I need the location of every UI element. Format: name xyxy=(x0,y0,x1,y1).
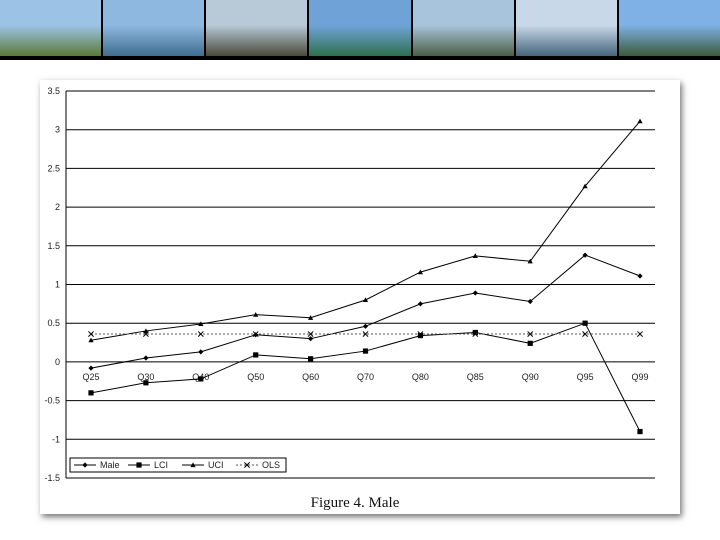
y-tick-label: 0.5 xyxy=(47,318,60,328)
x-tick-label: Q70 xyxy=(357,372,374,382)
data-point xyxy=(637,118,643,124)
data-point xyxy=(582,183,588,189)
data-point xyxy=(88,337,94,343)
y-tick-labels: 3.5 3 2.5 2 1.5 1 0.5 0 -0.5 -1 -1.5 xyxy=(44,86,60,483)
photo-banner xyxy=(0,0,720,60)
series-male xyxy=(88,252,643,371)
legend-entry-ols: OLS xyxy=(236,460,280,470)
data-point xyxy=(198,349,204,355)
x-tick-label: Q80 xyxy=(412,372,429,382)
y-tick-label: -1 xyxy=(52,434,60,444)
x-tick-label: Q90 xyxy=(522,372,539,382)
data-point xyxy=(527,340,533,346)
x-tick-label: Q60 xyxy=(302,372,319,382)
data-point xyxy=(582,320,588,326)
data-point xyxy=(362,331,369,337)
x-tick-label: Q95 xyxy=(577,372,594,382)
series-lci xyxy=(88,320,643,435)
mountain-lake-view-photo xyxy=(412,0,514,56)
series-ols xyxy=(88,331,643,337)
data-point xyxy=(143,328,149,334)
lake-bay-photo xyxy=(103,0,205,56)
data-point xyxy=(472,253,478,258)
data-point xyxy=(472,329,478,336)
legend-box xyxy=(69,457,287,473)
x-tick-label: Q30 xyxy=(137,372,154,382)
data-point xyxy=(253,312,259,317)
x-tick-labels: Q25Q30Q40Q50Q60Q70Q80Q85Q90Q95Q99 xyxy=(82,372,648,382)
data-point xyxy=(198,376,204,382)
data-point xyxy=(88,390,94,396)
lakeside-promenade-photo xyxy=(206,0,308,56)
data-point xyxy=(190,462,196,468)
data-point xyxy=(362,348,369,354)
data-point xyxy=(527,258,533,264)
data-point xyxy=(244,462,250,468)
data-point xyxy=(308,315,314,320)
data-point xyxy=(253,332,259,338)
y-tick-label: 2 xyxy=(55,202,60,212)
legend-entry-lci: LCI xyxy=(128,460,168,470)
series-lines xyxy=(88,118,643,435)
data-point xyxy=(198,321,204,327)
gridlines xyxy=(65,90,655,479)
data-point xyxy=(637,428,643,435)
data-point xyxy=(362,297,369,303)
data-point xyxy=(308,336,314,342)
legend-entry-male: Male xyxy=(74,460,120,470)
x-tick-label: Q99 xyxy=(631,372,648,382)
data-point xyxy=(362,323,369,329)
y-tick-label: 1.5 xyxy=(47,241,60,251)
data-point xyxy=(253,352,259,358)
y-tick-label: -0.5 xyxy=(44,396,60,406)
palm-promenade-photo xyxy=(618,0,720,56)
legend: Male LCI UCI OLS xyxy=(69,457,287,473)
legend-label: Male xyxy=(100,460,120,470)
x-tick-label: Q25 xyxy=(82,372,99,382)
data-point xyxy=(308,356,314,362)
series-line xyxy=(90,120,641,341)
y-tick-label: 3.5 xyxy=(47,86,60,96)
x-tick-label: Q50 xyxy=(247,372,264,382)
data-point xyxy=(582,252,588,258)
legend-label: UCI xyxy=(208,460,224,470)
data-point xyxy=(82,462,88,468)
data-point xyxy=(472,290,478,296)
data-point xyxy=(88,331,94,337)
data-point xyxy=(417,301,423,307)
data-point xyxy=(417,332,423,339)
data-point xyxy=(417,331,424,337)
data-point xyxy=(143,380,149,386)
data-point xyxy=(252,331,259,337)
chart-figure: Q25Q30Q40Q50Q60Q70Q80Q85Q90Q95Q99 3.532.… xyxy=(40,80,680,514)
hilltop-town-photo xyxy=(0,0,102,56)
data-point xyxy=(472,331,479,337)
y-tick-label: 0 xyxy=(55,357,60,367)
series-uci xyxy=(88,118,643,343)
data-point xyxy=(197,331,204,337)
figure-caption: Figure 4. Male xyxy=(311,495,400,511)
y-tick-label: 2.5 xyxy=(47,163,60,173)
legend-entry-uci: UCI xyxy=(182,460,224,470)
data-point xyxy=(527,298,533,305)
data-point xyxy=(136,462,142,468)
data-point xyxy=(527,331,534,337)
line-chart: Q25Q30Q40Q50Q60Q70Q80Q85Q90Q95Q99 3.532.… xyxy=(44,86,655,511)
y-tick-label: -1.5 xyxy=(44,473,60,483)
data-point xyxy=(88,365,94,371)
y-tick-label: 3 xyxy=(55,125,60,135)
data-point xyxy=(143,355,149,361)
data-point xyxy=(637,273,643,279)
data-point xyxy=(637,331,643,337)
data-point xyxy=(307,331,314,337)
data-point xyxy=(142,331,149,337)
y-tick-label: 1 xyxy=(55,280,60,290)
cloudy-lake-photo xyxy=(515,0,617,56)
lake-mountain-photo xyxy=(309,0,411,56)
legend-label: LCI xyxy=(154,460,168,470)
x-tick-label: Q85 xyxy=(467,372,484,382)
data-point xyxy=(417,269,423,275)
data-point xyxy=(582,331,589,337)
legend-label: OLS xyxy=(262,460,280,470)
